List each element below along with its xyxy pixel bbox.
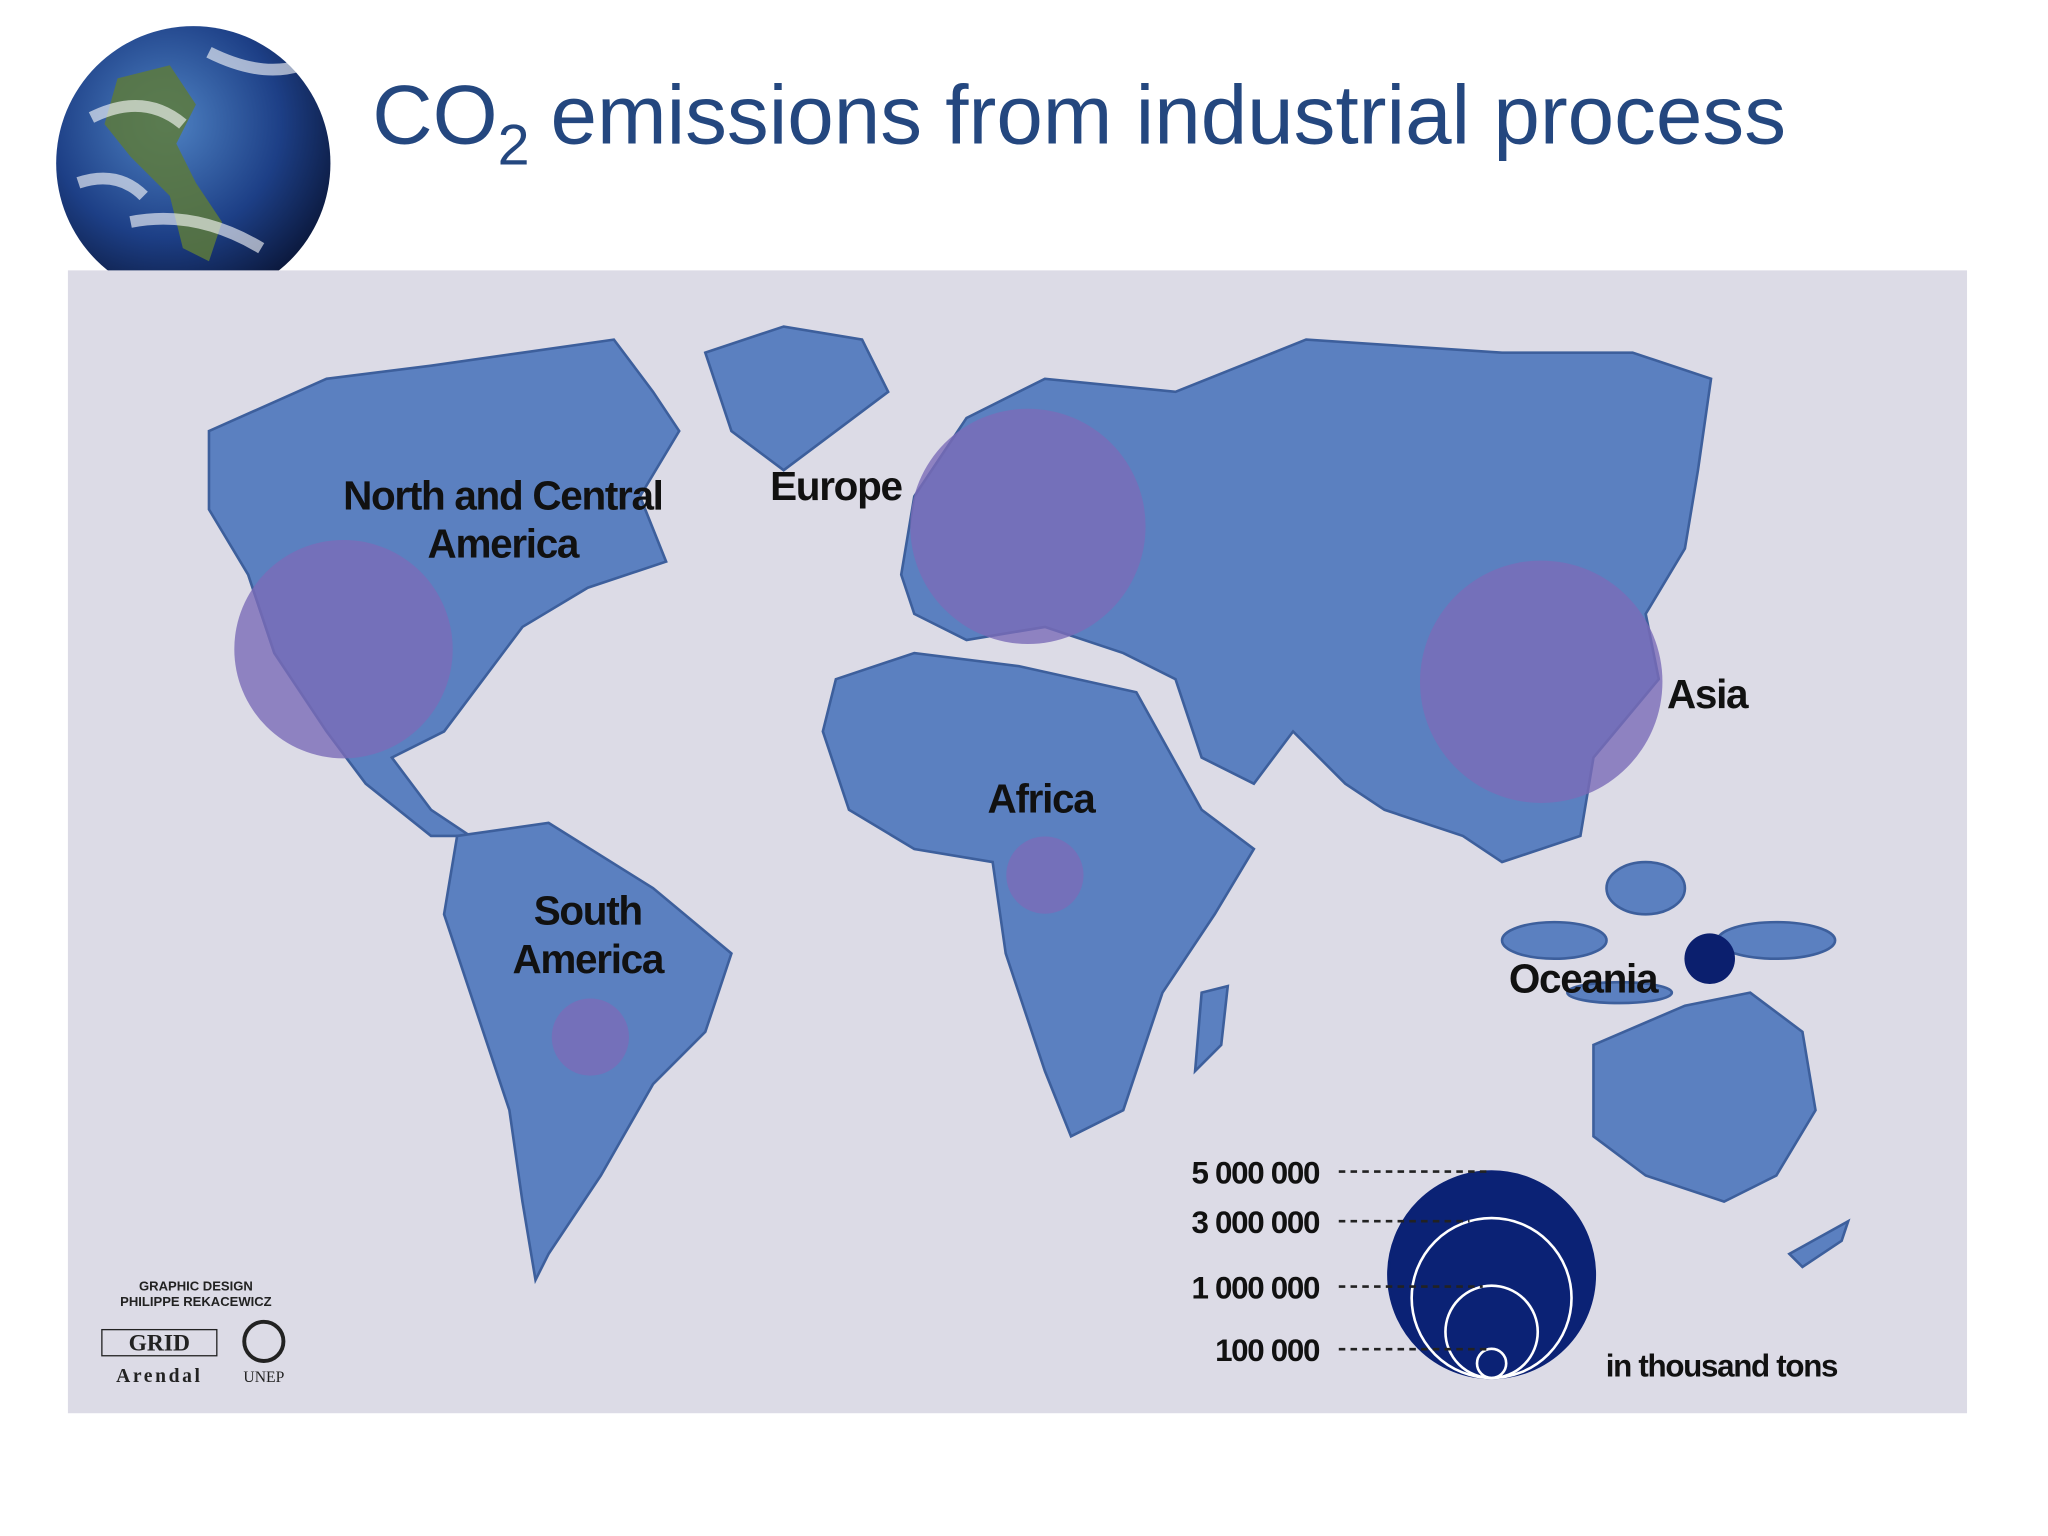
emission-circle bbox=[1684, 933, 1735, 984]
emission-circle bbox=[1006, 836, 1084, 914]
logo-text: GRID bbox=[129, 1331, 190, 1357]
legend-label: 3 000 000 bbox=[1192, 1205, 1320, 1240]
logo-text: Arendal bbox=[116, 1366, 202, 1387]
region-label: Asia bbox=[1667, 671, 1749, 717]
globe-icon bbox=[56, 26, 331, 301]
credit-text: GRAPHIC DESIGN bbox=[139, 1278, 253, 1293]
region-label-line: Oceania bbox=[1509, 956, 1659, 1002]
region-label-line: America bbox=[428, 521, 580, 567]
legend-label: 100 000 bbox=[1215, 1333, 1320, 1368]
slide-title: CO2 emissions from industrial process bbox=[372, 68, 1786, 178]
legend-unit: in thousand tons bbox=[1606, 1349, 1838, 1384]
emission-circle bbox=[910, 408, 1146, 645]
emission-circle bbox=[551, 998, 629, 1076]
region-label-line: North and Central bbox=[343, 472, 663, 518]
legend-circle bbox=[1475, 1347, 1508, 1380]
logo-frame bbox=[101, 1328, 218, 1357]
region-label: South America bbox=[512, 888, 664, 982]
title-rest: emissions from industrial process bbox=[550, 68, 1786, 162]
region-label: Africa bbox=[988, 775, 1097, 821]
legend-label: 5 000 000 bbox=[1192, 1155, 1320, 1190]
region-label: Europe bbox=[770, 463, 902, 509]
credit-text: PHILIPPE REKACEWICZ bbox=[120, 1294, 272, 1309]
region-label-line: Asia bbox=[1667, 671, 1749, 717]
region-label-line: America bbox=[512, 936, 664, 982]
region-label-line: South bbox=[534, 888, 642, 934]
title-main: CO bbox=[372, 68, 497, 162]
title-subscript: 2 bbox=[498, 114, 530, 178]
credits: GRAPHIC DESIGN PHILIPPE REKACEWICZ GRID … bbox=[101, 1278, 286, 1387]
region-label-line: Europe bbox=[770, 463, 902, 509]
region-label: North and Central America bbox=[343, 472, 663, 566]
emission-circle bbox=[234, 539, 453, 759]
unep-logo bbox=[242, 1319, 286, 1363]
region-label-line: Africa bbox=[988, 775, 1097, 821]
logo-text: UNEP bbox=[243, 1369, 284, 1386]
legend-label: 1 000 000 bbox=[1192, 1270, 1320, 1305]
region-label: Oceania bbox=[1509, 956, 1659, 1002]
emission-circle bbox=[1420, 560, 1663, 804]
